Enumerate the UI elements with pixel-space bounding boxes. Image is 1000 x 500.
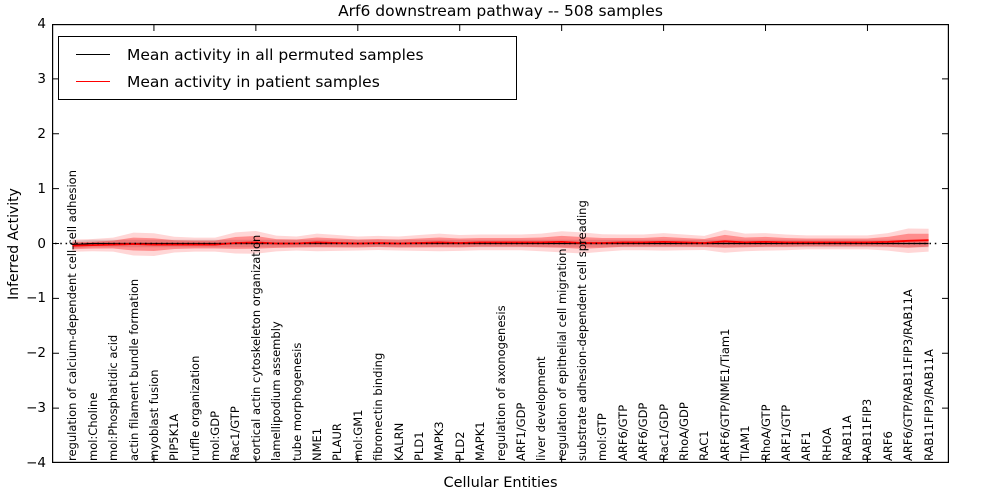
x-tick-label: regulation of axonogenesis	[493, 305, 508, 461]
x-tick-label: regulation of epithelial cell migration	[554, 248, 569, 461]
x-tick-label: fibronectin binding	[371, 352, 386, 461]
x-tick-label: tube morphogenesis	[289, 342, 304, 461]
x-axis-title: Cellular Entities	[443, 475, 558, 491]
x-tick-label: NME1	[310, 427, 325, 461]
x-tick-label: mol:Choline	[85, 392, 100, 461]
y-tick-label: 1	[37, 180, 46, 197]
x-tick-label: PLD1	[411, 431, 426, 461]
legend-entry-permuted: Mean activity in all permuted samples	[59, 42, 516, 68]
x-tick-label: cortical actin cytoskeleton organization	[248, 234, 263, 461]
axes-frame	[52, 24, 949, 463]
x-tick-label: myoblast fusion	[146, 369, 161, 461]
legend-line-sample-red	[76, 81, 110, 82]
x-tick-label: ARF6/GTP/RAB11FIP3/RAB11A	[901, 289, 916, 461]
x-tick-label: RAB11FIP3	[860, 398, 875, 461]
x-tick-label: Rac1/GDP	[656, 403, 671, 461]
x-tick-label: RhoA/GDP	[676, 402, 691, 461]
x-tick-label: liver development	[534, 356, 549, 461]
x-tick-label: RAB11A	[840, 415, 855, 461]
x-tick-label: ARF6/GTP	[615, 404, 630, 461]
x-tick-label: mol:GDP	[208, 410, 223, 461]
y-tick-label: 3	[37, 70, 46, 87]
x-tick-label: mol:Phosphatidic acid	[106, 334, 121, 461]
y-tick-label: −3	[26, 400, 46, 417]
x-tick-label: MAPK1	[473, 421, 488, 461]
legend-label: Mean activity in patient samples	[127, 72, 380, 91]
legend: Mean activity in all permuted samples Me…	[58, 36, 517, 100]
x-tick-label: RAB11FIP3/RAB11A	[921, 349, 936, 461]
x-tick-label: lamellipodium assembly	[269, 321, 284, 461]
x-tick-label: ARF6/GDP	[636, 402, 651, 461]
x-tick-label: ARF6	[880, 431, 895, 461]
x-tick-label: Rac1/GTP	[228, 406, 243, 461]
x-tick-label: RHOA	[819, 427, 834, 461]
x-tick-label: MAPK3	[432, 421, 447, 461]
plot-svg	[52, 24, 949, 463]
x-tick-label: mol:GM1	[350, 409, 365, 461]
x-tick-label: TIAM1	[738, 425, 753, 461]
chart-title: Arf6 downstream pathway -- 508 samples	[338, 2, 663, 20]
x-tick-label: RAC1	[697, 430, 712, 461]
x-tick-label: KALRN	[391, 422, 406, 461]
x-tick-label: RhoA/GTP	[758, 404, 773, 461]
plot-area	[52, 24, 949, 463]
patient-mean-line	[72, 239, 929, 247]
x-tick-label: ARF1/GDP	[513, 402, 528, 461]
x-tick-label: ARF1/GTP	[778, 404, 793, 461]
x-tick-label: ARF6/GTP/NME1/Tiam1	[717, 328, 732, 461]
y-tick-label: −2	[26, 345, 46, 362]
x-tick-label: regulation of calcium-dependent cell-cel…	[65, 170, 80, 461]
legend-label: Mean activity in all permuted samples	[127, 45, 424, 64]
x-tick-label: ARF1	[799, 431, 814, 461]
x-tick-label: substrate adhesion-dependent cell spread…	[575, 200, 590, 461]
y-tick-label: 0	[37, 235, 46, 252]
x-tick-label: PLD2	[452, 431, 467, 461]
y-tick-label: 2	[37, 125, 46, 142]
y-tick-label: 4	[37, 16, 46, 32]
x-tick-label: mol:GTP	[595, 413, 610, 461]
y-tick-label: −1	[26, 290, 46, 307]
x-tick-label: actin filament bundle formation	[126, 278, 141, 461]
legend-line-sample-black	[76, 54, 110, 55]
x-tick-label: PIP5K1A	[167, 413, 182, 461]
x-tick-label: PLAUR	[330, 423, 345, 461]
x-tick-label: ruffle organization	[187, 355, 202, 461]
y-tick-label: −4	[26, 455, 46, 471]
legend-entry-patient: Mean activity in patient samples	[59, 69, 516, 95]
